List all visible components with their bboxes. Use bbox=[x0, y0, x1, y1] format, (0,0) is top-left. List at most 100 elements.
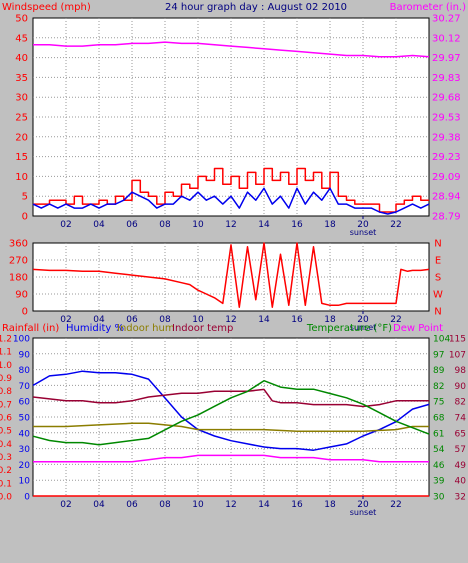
rain-tick-label: 0.2 bbox=[0, 466, 12, 476]
direction-series-line bbox=[32, 242, 430, 308]
indoor-temp-tick-label: 98 bbox=[455, 366, 467, 376]
temperature-tick-label: 46 bbox=[433, 461, 445, 471]
direction-tick-label: 180 bbox=[9, 273, 28, 284]
direction-x-tick-label: 22 bbox=[390, 315, 401, 325]
barometer-tick-label: 30.27 bbox=[432, 14, 461, 25]
barometer-tick-label: 29.83 bbox=[432, 73, 461, 84]
wind-x-tick-label: 12 bbox=[225, 220, 236, 230]
thermo-x-tick-label: 14 bbox=[258, 500, 270, 510]
direction-x-tick-label: 06 bbox=[126, 315, 138, 325]
rain-tick-label: 0.6 bbox=[0, 414, 12, 424]
humidity-tick-label: 40 bbox=[19, 429, 31, 439]
indoor-temp-tick-label: 65 bbox=[455, 429, 466, 439]
wind-x-tick-label: 06 bbox=[126, 220, 138, 230]
humidity-tick-label: 50 bbox=[19, 414, 31, 424]
rain-tick-label: 1.2 bbox=[0, 335, 12, 345]
windspeed-tick-label: 35 bbox=[15, 73, 28, 84]
wind-x-tick-label: 18 bbox=[324, 220, 336, 230]
wind-x-tick-label: 02 bbox=[60, 220, 71, 230]
rain-tick-label: 0.4 bbox=[0, 440, 12, 450]
thermo-x-tick-label: 20 bbox=[357, 500, 369, 510]
direction-x-tick-label: 14 bbox=[258, 315, 270, 325]
barometer-tick-label: 29.68 bbox=[432, 93, 461, 104]
indoor_temp-series-line bbox=[32, 388, 429, 408]
indoor-temp-tick-label: 115 bbox=[449, 335, 466, 345]
wind-x-tick-label: 10 bbox=[192, 220, 204, 230]
temperature-tick-label: 30 bbox=[433, 493, 445, 503]
temperature-tick-label: 97 bbox=[433, 350, 444, 360]
temperature-tick-label: 75 bbox=[433, 398, 444, 408]
wind-sunset-marker: sunset bbox=[350, 228, 377, 237]
windspeed-tick-label: 30 bbox=[15, 93, 28, 104]
direction-x-tick-label: 08 bbox=[159, 315, 171, 325]
rain-tick-label: 0.5 bbox=[0, 427, 12, 437]
temperature-tick-label: 61 bbox=[433, 429, 444, 439]
direction-x-tick-label: 10 bbox=[192, 315, 204, 325]
direction-tick-label: 270 bbox=[9, 256, 28, 267]
direction-x-tick-label: 02 bbox=[60, 315, 71, 325]
indoor-temp-tick-label: 107 bbox=[449, 350, 466, 360]
barometer-tick-label: 30.12 bbox=[432, 33, 461, 44]
barometer-series-line bbox=[33, 41, 430, 58]
dew-point-axis-label: Dew Point bbox=[393, 323, 443, 334]
rain-tick-label: 0.3 bbox=[0, 453, 12, 463]
barometer-tick-label: 29.23 bbox=[432, 152, 461, 163]
wind-x-tick-label: 22 bbox=[390, 220, 401, 230]
barometer-axis-label: Barometer (in.) bbox=[390, 2, 466, 13]
rain-tick-label: 0.0 bbox=[0, 493, 12, 503]
thermo-sunset-marker: sunset bbox=[350, 508, 377, 517]
wind-x-tick-label: 16 bbox=[291, 220, 303, 230]
indoor-temp-tick-label: 90 bbox=[455, 382, 467, 392]
rain-tick-label: 0.1 bbox=[0, 479, 12, 489]
windspeed-tick-label: 5 bbox=[22, 192, 28, 203]
humidity-axis-label: Humidity % bbox=[66, 323, 124, 334]
humidity-tick-label: 60 bbox=[19, 398, 31, 408]
compass-tick-label: N bbox=[434, 307, 441, 318]
thermo-x-tick-label: 08 bbox=[159, 500, 171, 510]
temperature-humidity-panel: 0.0 0.1 0.2 0.3 0.4 0.5 0.6 0.7 0.8 0.9 1.0 1.1 1.2 0… bbox=[0, 335, 466, 518]
panel-labels: 24 hour graph day : August 02 2010 Winds… bbox=[2, 2, 466, 334]
gust-series-line bbox=[33, 167, 429, 213]
temperature-tick-label: 39 bbox=[433, 477, 445, 487]
barometer-tick-label: 29.53 bbox=[432, 113, 461, 124]
indoor-hum-axis-label: Indoor hum bbox=[117, 323, 175, 334]
humidity-tick-label: 30 bbox=[19, 445, 31, 455]
direction-tick-label: 360 bbox=[9, 239, 28, 250]
humidity-series-line bbox=[32, 370, 430, 451]
indoor-temp-axis-label: Indoor temp bbox=[172, 323, 233, 334]
wind-x-tick-label: 20 bbox=[357, 220, 369, 230]
thermo-x-tick-label: 18 bbox=[324, 500, 336, 510]
direction-sunset-marker: sunset bbox=[350, 323, 377, 332]
humidity-tick-label: 70 bbox=[19, 382, 31, 392]
rain-tick-label: 0.7 bbox=[0, 400, 12, 410]
indoor-temp-tick-label: 40 bbox=[455, 477, 467, 487]
barometer-tick-label: 29.38 bbox=[432, 132, 461, 143]
indoor-temp-tick-label: 32 bbox=[455, 493, 466, 503]
windspeed-tick-label: 10 bbox=[15, 172, 28, 183]
thermo-x-tick-label: 22 bbox=[390, 500, 401, 510]
chart-title: 24 hour graph day : August 02 2010 bbox=[165, 2, 347, 13]
wind-x-tick-label: 08 bbox=[159, 220, 171, 230]
barometer-tick-label: 28.79 bbox=[432, 212, 461, 223]
rain-tick-label: 1.0 bbox=[0, 361, 12, 371]
direction-tick-label: 90 bbox=[15, 290, 28, 301]
compass-tick-label: W bbox=[433, 290, 443, 301]
humidity-tick-label: 90 bbox=[19, 350, 31, 360]
rainfall-axis-label: Rainfall (in) bbox=[2, 323, 59, 334]
humidity-tick-label: 0 bbox=[24, 493, 30, 503]
windspeed-tick-label: 15 bbox=[15, 152, 28, 163]
windspeed-tick-label: 45 bbox=[15, 33, 28, 44]
indoor-temp-tick-label: 49 bbox=[455, 461, 467, 471]
direction-x-tick-label: 16 bbox=[291, 315, 303, 325]
thermo-x-tick-label: 16 bbox=[291, 500, 303, 510]
indoor-temp-tick-label: 74 bbox=[455, 414, 467, 424]
indoor-temp-tick-label: 82 bbox=[455, 398, 466, 408]
windspeed-tick-label: 0 bbox=[22, 212, 28, 223]
temperature-axis-label: Temperature (°F) bbox=[306, 323, 392, 334]
indoor_hum-series-line bbox=[33, 422, 429, 432]
temperature-tick-label: 68 bbox=[433, 414, 445, 424]
thermo-x-tick-label: 12 bbox=[225, 500, 236, 510]
windspeed-tick-label: 25 bbox=[15, 113, 28, 124]
temperature-tick-label: 89 bbox=[433, 366, 445, 376]
